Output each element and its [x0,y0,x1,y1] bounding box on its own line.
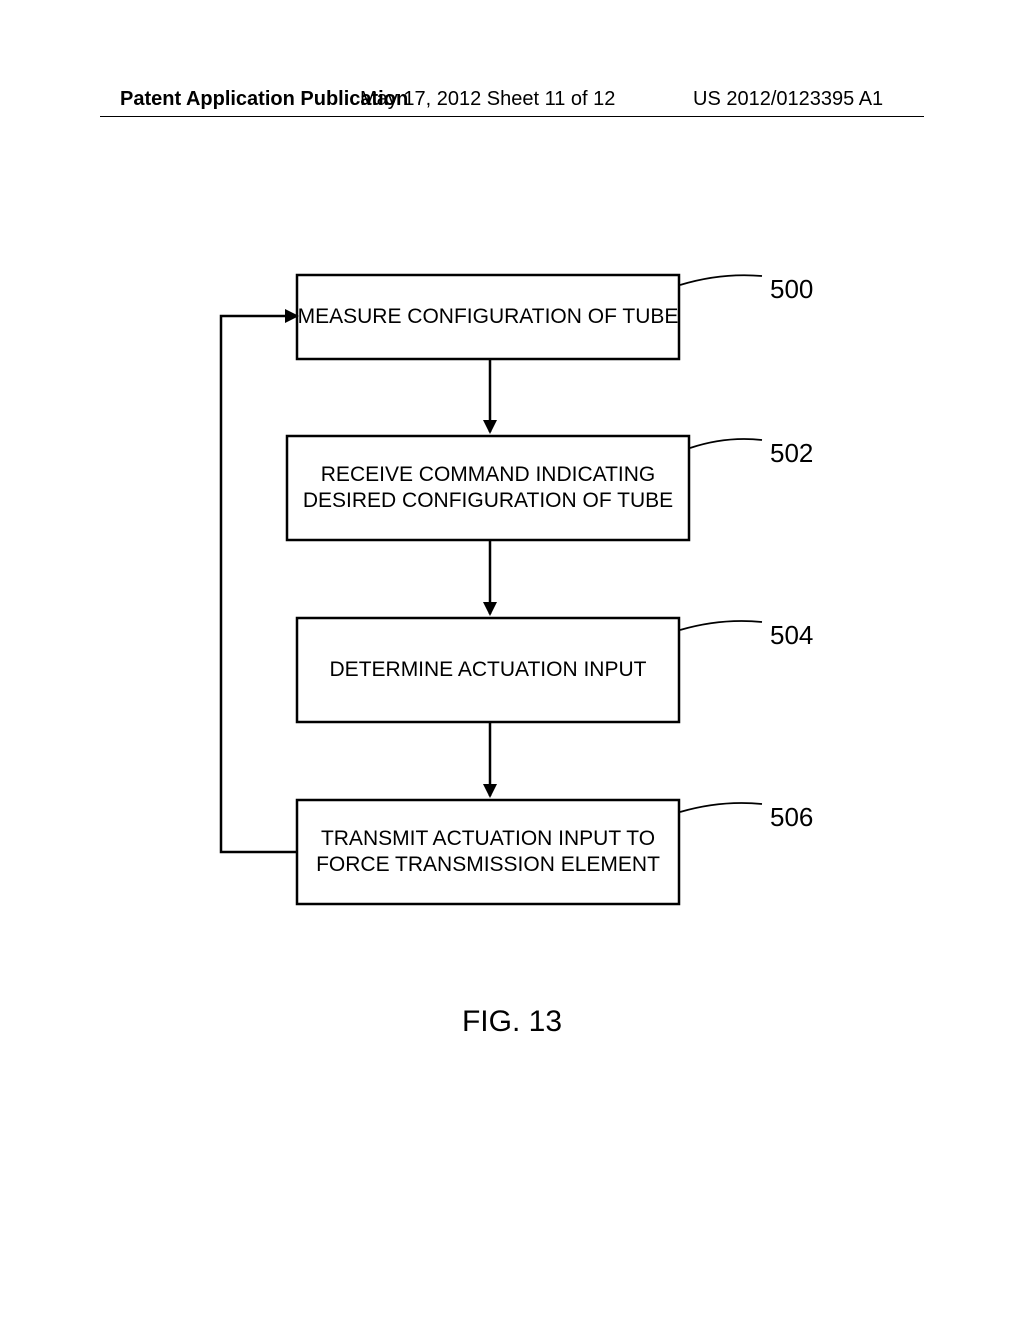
ref-506: 506 [770,802,813,833]
ref-500: 500 [770,274,813,305]
figure-label: FIG. 13 [462,1005,562,1039]
page: Patent Application Publication May 17, 2… [0,0,1024,1320]
ref-502: 502 [770,438,813,469]
box-502-text: RECEIVE COMMAND INDICATING DESIRED CONFI… [287,436,689,540]
ref-504: 504 [770,620,813,651]
box-506-text: TRANSMIT ACTUATION INPUT TO FORCE TRANSM… [297,800,679,904]
box-500-text: MEASURE CONFIGURATION OF TUBE [297,275,679,359]
box-504-text: DETERMINE ACTUATION INPUT [297,618,679,722]
